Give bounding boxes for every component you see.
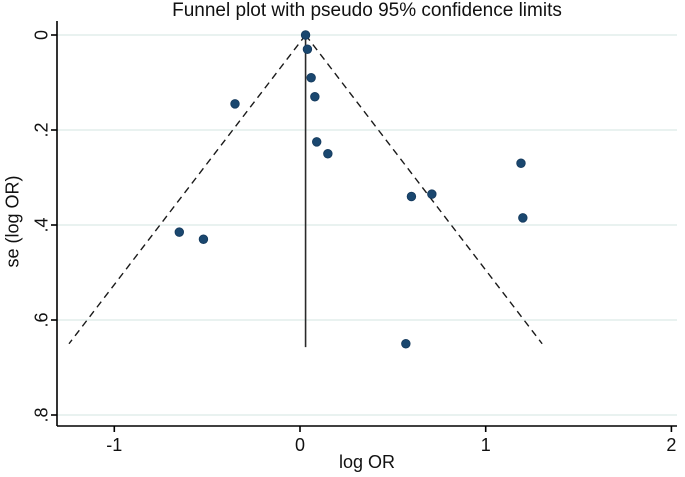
y-tick-label: .8 [31,407,51,422]
y-axis-label: se (log OR) [2,175,23,268]
x-tick-label: 0 [295,435,305,455]
funnel-left-edge [68,34,307,345]
x-tick-label: 1 [481,435,491,455]
y-tick-label: 0 [31,30,51,40]
funnel-right-edge [305,34,543,345]
data-point [406,191,417,202]
x-tick-label: 2 [666,435,676,455]
x-tick-label: -1 [106,435,122,455]
chart-title: Funnel plot with pseudo 95% confidence l… [172,0,562,21]
data-point [230,99,240,109]
data-point [300,30,311,40]
x-axis-label: log OR [338,452,396,472]
data-point [310,92,320,102]
data-point [302,44,313,54]
data-point [174,227,184,237]
data-point [312,137,322,147]
data-point [427,189,437,199]
data-point [198,234,209,244]
data-point [401,339,411,349]
y-tick-label: .6 [31,312,51,327]
data-point [323,149,333,159]
data-point [306,73,316,83]
data-point [516,158,526,168]
y-tick-label: .4 [31,217,51,232]
y-tick-label: .2 [31,122,51,137]
data-point [518,213,528,223]
